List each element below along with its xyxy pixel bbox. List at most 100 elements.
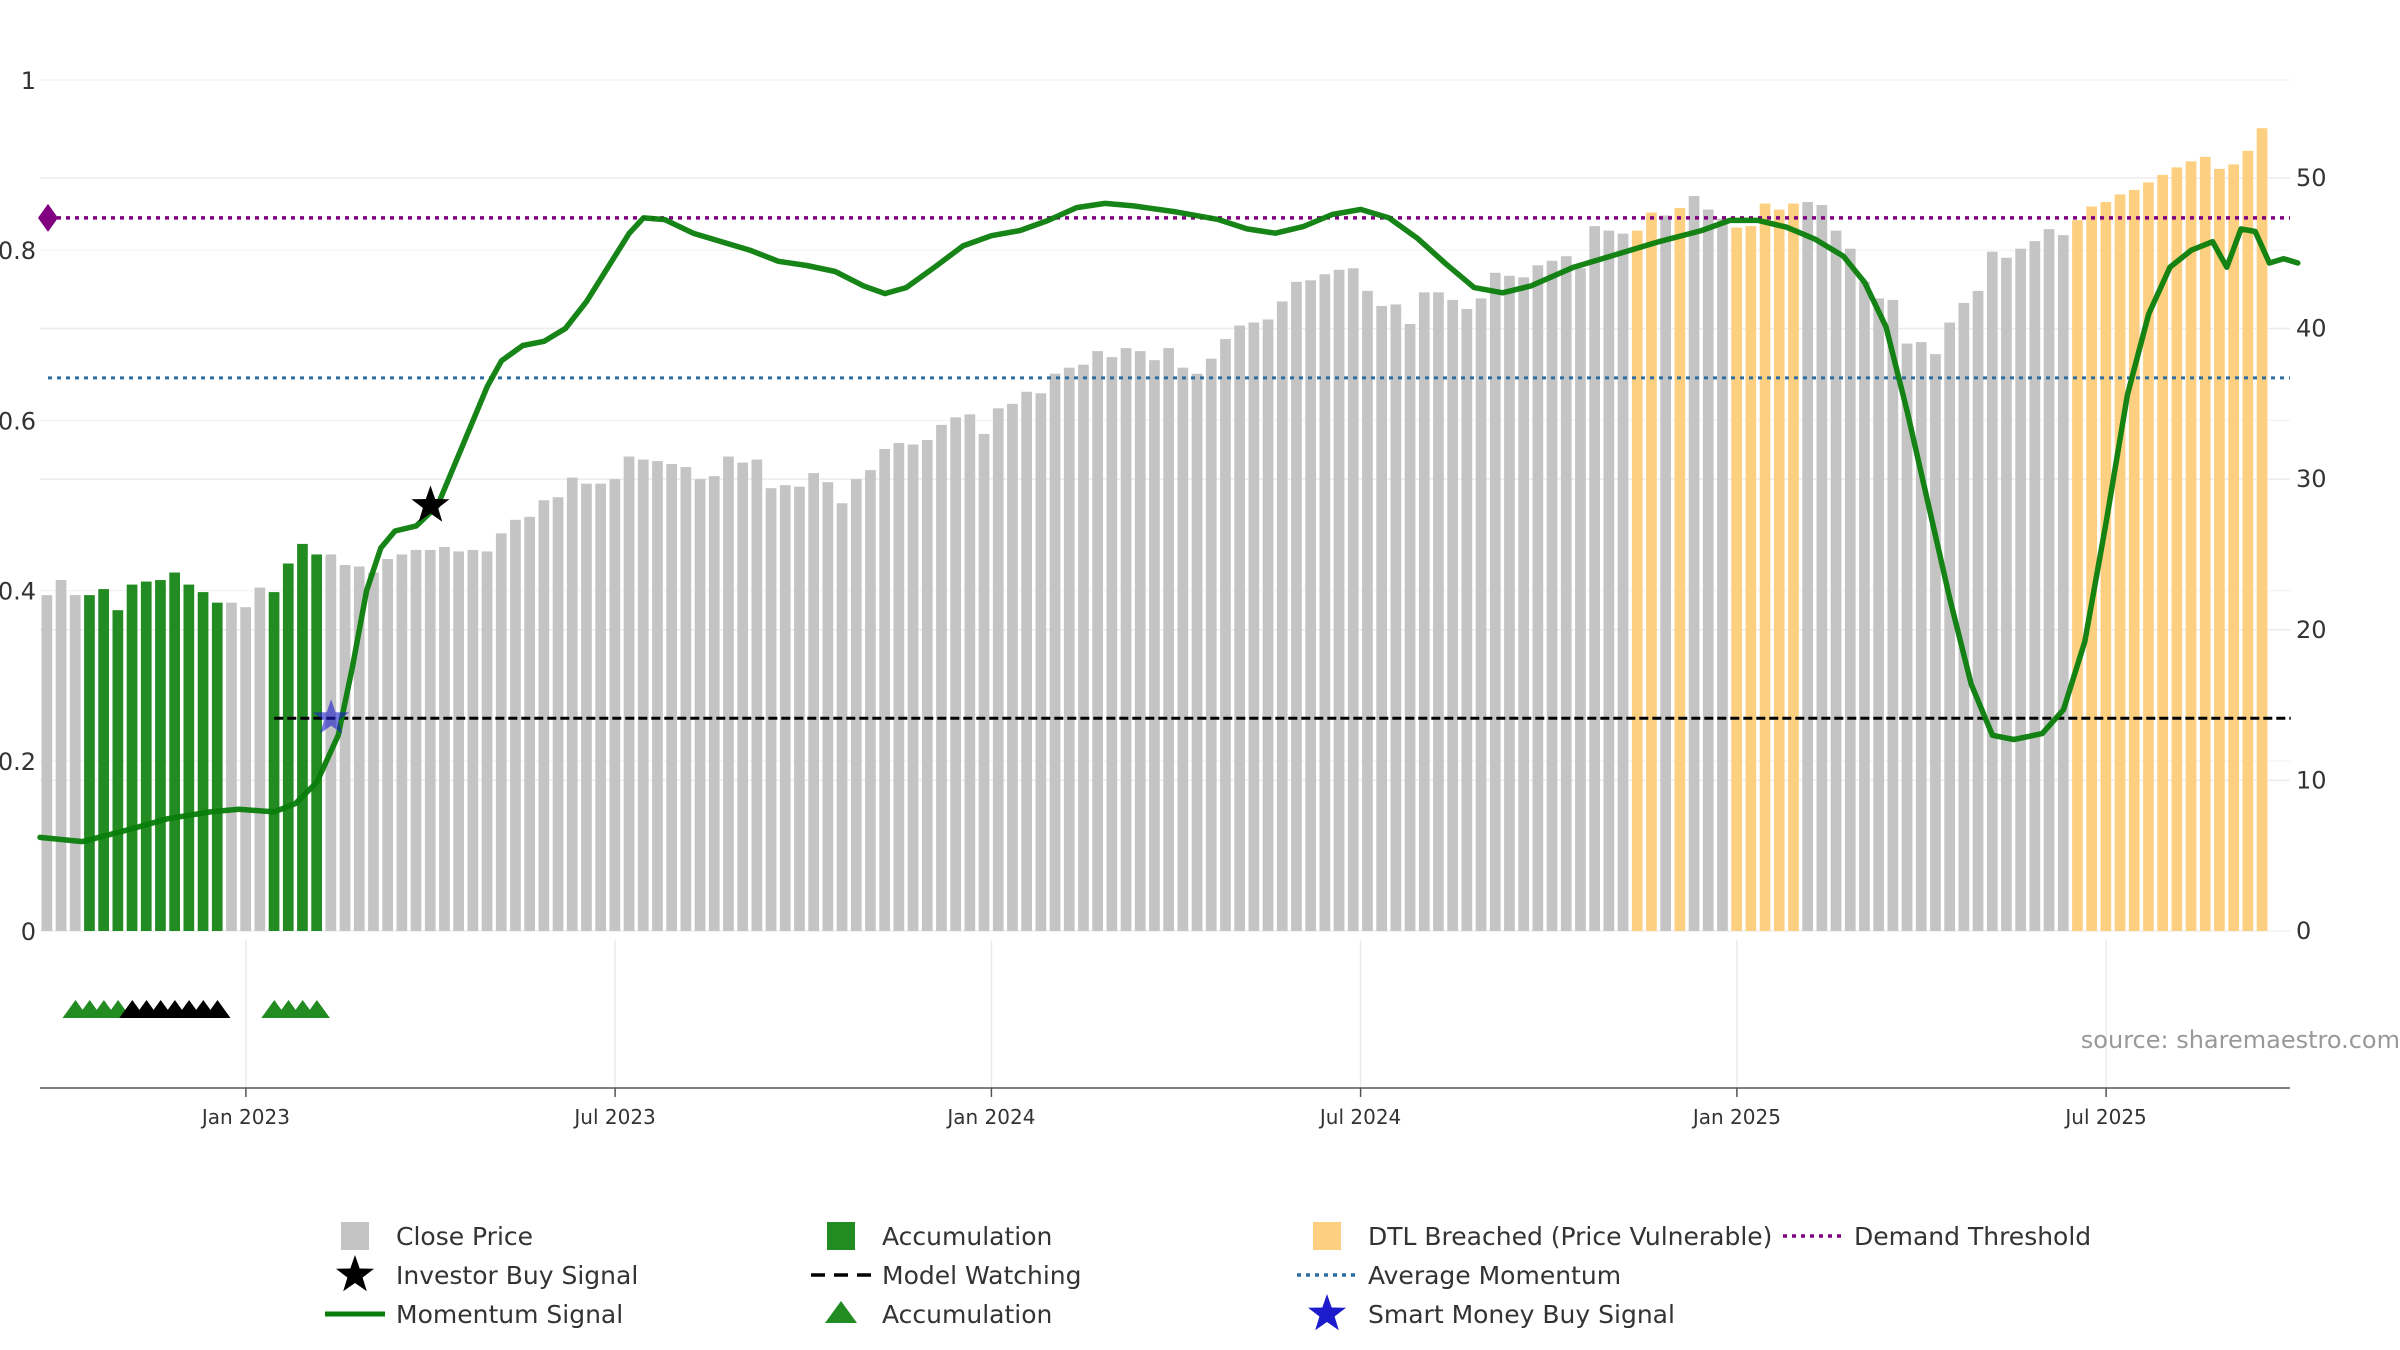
close-price-bar [1149, 360, 1160, 931]
close-price-bar [779, 485, 791, 931]
close-price-bar [353, 566, 365, 931]
close-price-bar [41, 595, 53, 931]
close-price-bar [1078, 364, 1089, 932]
signal-markers [38, 203, 450, 1018]
accumulation-bar [268, 592, 280, 931]
close-price-bar [1986, 251, 1998, 932]
dtl-breached-bar [2214, 168, 2225, 932]
close-price-bar [1191, 373, 1203, 931]
close-price-bar [481, 551, 493, 931]
close-price-bar [1262, 319, 1274, 931]
legend-swatch [827, 1222, 855, 1250]
legend-label: Average Momentum [1368, 1261, 1621, 1290]
close-price-bar [1063, 367, 1075, 931]
close-price-bar [510, 519, 521, 931]
close-price-bar [581, 483, 592, 931]
close-price-bar [1404, 324, 1416, 931]
close-price-bar [552, 497, 564, 931]
accumulation-bar [126, 584, 138, 931]
close-price-bar [1532, 265, 1544, 931]
close-price-bar [865, 470, 876, 931]
dtl-breached-bar [1674, 208, 1686, 931]
legend-item: Momentum Signal [325, 1300, 623, 1329]
close-price-bar [538, 500, 550, 931]
close-price-bar [1220, 339, 1231, 931]
close-price-bar [495, 533, 507, 931]
close-price-bar [1844, 248, 1856, 932]
close-price-bar [1717, 218, 1728, 931]
accumulation-bar [297, 543, 308, 931]
legend-label: Momentum Signal [396, 1300, 623, 1329]
close-price-bar [1660, 215, 1671, 932]
close-price-bar [1887, 299, 1899, 931]
close-price-bar [1489, 272, 1501, 931]
close-price-bar [396, 554, 408, 931]
legend: Close Price Investor Buy Signal Momentum S… [325, 1222, 2091, 1331]
close-price-bar [1248, 322, 1260, 932]
close-price-bar [325, 554, 337, 931]
close-price-bar [1461, 308, 1473, 931]
close-price-bar [808, 473, 819, 931]
close-price-bar [1234, 325, 1245, 931]
close-price-bar [936, 424, 947, 931]
legend-swatch [1313, 1222, 1341, 1250]
y-right-tick-label: 20 [2296, 616, 2327, 644]
price-bars [41, 128, 2268, 932]
close-price-bar [1205, 358, 1217, 932]
dtl-breached-bar [1788, 203, 1799, 932]
dtl-breached-bar [1745, 226, 1757, 931]
source-label: source: sharemaestro.com [2081, 1026, 2400, 1054]
close-price-bar [1390, 304, 1402, 932]
legend-swatch [341, 1222, 369, 1250]
close-price-bar [368, 572, 379, 931]
close-price-bar [751, 459, 763, 931]
dtl-breached-bar [1646, 212, 1657, 931]
star-icon [1308, 1294, 1346, 1331]
x-tick-label: Jan 2024 [945, 1105, 1035, 1129]
dtl-breached-bar [2185, 161, 2197, 931]
accumulation-bar [183, 584, 195, 931]
legend-item: Close Price [341, 1222, 533, 1251]
star-icon [336, 1255, 374, 1292]
dtl-breached-bar [2171, 167, 2183, 931]
close-price-bar [893, 442, 905, 931]
close-price-bar [1276, 301, 1288, 931]
dtl-breached-bar [2072, 220, 2083, 931]
close-price-bar [1560, 256, 1572, 931]
close-price-bar [1092, 351, 1103, 931]
y-left-tick-label: 1 [21, 67, 36, 95]
legend-item: Model Watching [811, 1261, 1082, 1290]
close-price-bar [2015, 248, 2026, 932]
close-price-bar [907, 444, 919, 931]
close-price-bar [623, 456, 635, 931]
close-price-bar [609, 479, 621, 931]
demand-threshold-marker [38, 203, 58, 232]
close-price-bar [1575, 268, 1586, 932]
dtl-breached-bar [1759, 203, 1771, 932]
close-price-bar [1049, 373, 1061, 931]
accumulation-bar [98, 589, 109, 931]
dtl-breached-bar [1631, 230, 1643, 931]
close-price-bar [69, 595, 81, 931]
close-price-bar [1347, 268, 1359, 932]
watching-marker [204, 1000, 231, 1018]
dtl-breached-bar [2228, 164, 2239, 931]
dtl-breached-bar [2143, 182, 2154, 931]
close-price-bar [1007, 403, 1018, 931]
legend-item: Demand Threshold [1783, 1222, 2091, 1251]
y-right-tick-label: 50 [2296, 164, 2327, 192]
close-price-bar [708, 476, 720, 931]
legend-label: Accumulation [882, 1300, 1052, 1329]
accumulation-bar [169, 572, 180, 931]
close-price-bar [879, 449, 890, 931]
close-price-bar [1134, 351, 1146, 931]
x-tick-label: Jul 2023 [572, 1105, 655, 1129]
x-tick-label: Jul 2024 [1318, 1105, 1401, 1129]
close-price-bar [1589, 226, 1600, 931]
dtl-breached-bar [2157, 174, 2168, 931]
y-right-tick-label: 40 [2296, 315, 2327, 343]
close-price-bar [1702, 209, 1714, 932]
close-price-bar [467, 549, 479, 931]
accumulation-bar [282, 563, 294, 931]
